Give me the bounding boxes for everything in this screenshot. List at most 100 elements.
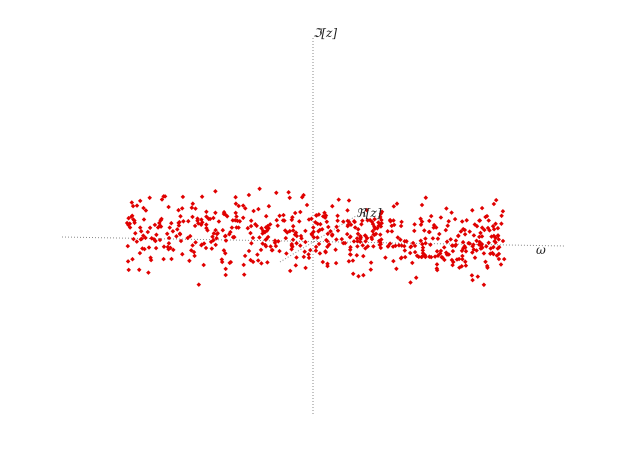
- data-point: [402, 254, 408, 260]
- data-point: [299, 236, 304, 241]
- data-point: [484, 244, 489, 249]
- data-point: [481, 282, 487, 288]
- data-point: [413, 275, 419, 280]
- data-point: [251, 208, 256, 214]
- data-point: [294, 255, 299, 260]
- data-point: [407, 250, 413, 256]
- data-point: [496, 244, 502, 250]
- data-point: [422, 228, 427, 233]
- horizontal-axis-label: ω: [536, 243, 546, 257]
- data-point: [249, 241, 254, 246]
- data-point: [471, 233, 477, 238]
- data-point: [134, 203, 140, 208]
- data-point: [396, 243, 402, 248]
- data-point: [259, 261, 264, 266]
- data-point: [313, 248, 319, 253]
- data-point: [394, 266, 399, 272]
- data-point: [181, 219, 186, 224]
- data-point: [472, 255, 478, 260]
- data-point: [250, 235, 256, 241]
- data-point: [302, 249, 307, 254]
- data-point: [306, 252, 311, 257]
- data-point: [274, 217, 279, 223]
- data-point: [274, 190, 279, 196]
- data-point: [311, 225, 316, 230]
- data-point: [442, 257, 447, 263]
- data-point: [335, 213, 340, 219]
- data-point: [478, 230, 483, 236]
- data-point: [204, 222, 209, 227]
- data-point: [145, 229, 151, 235]
- data-point: [273, 243, 279, 249]
- data-point: [255, 252, 260, 257]
- data-point: [286, 190, 291, 195]
- data-point: [276, 239, 281, 244]
- data-point: [371, 244, 376, 249]
- data-point: [355, 244, 360, 249]
- data-point: [493, 197, 499, 203]
- data-point: [303, 228, 308, 234]
- data-point: [203, 245, 209, 251]
- data-point: [287, 228, 293, 234]
- data-point: [297, 219, 302, 224]
- data-point: [463, 249, 469, 254]
- data-point: [161, 256, 166, 262]
- data-point: [320, 259, 326, 265]
- data-point: [174, 234, 179, 239]
- data-point: [187, 258, 192, 264]
- data-point: [228, 259, 234, 265]
- data-point: [266, 203, 272, 209]
- data-point: [277, 213, 282, 219]
- data-point: [246, 248, 252, 254]
- data-point: [333, 260, 339, 266]
- data-point: [398, 237, 403, 242]
- data-point: [483, 259, 488, 265]
- data-point: [430, 236, 436, 241]
- data-point: [257, 235, 262, 240]
- data-point: [146, 245, 152, 250]
- data-point: [420, 241, 425, 247]
- data-point: [256, 206, 261, 212]
- data-point: [498, 262, 504, 267]
- data-point: [134, 239, 140, 244]
- data-point: [412, 249, 418, 255]
- data-point: [470, 277, 475, 283]
- data-point: [486, 218, 491, 223]
- data-point: [467, 229, 472, 234]
- data-point: [209, 246, 215, 251]
- data-point: [462, 232, 468, 237]
- data-point: [344, 231, 350, 237]
- data-point: [461, 245, 466, 251]
- data-point: [496, 237, 501, 242]
- data-point: [460, 239, 466, 245]
- data-point: [133, 231, 138, 236]
- data-point: [435, 236, 441, 241]
- data-point: [241, 272, 247, 277]
- data-point: [499, 213, 504, 219]
- data-point: [463, 263, 469, 268]
- data-point: [356, 274, 361, 279]
- data-point: [292, 210, 298, 216]
- data-point: [248, 257, 253, 263]
- data-point: [213, 242, 218, 248]
- data-point: [496, 256, 502, 262]
- data-point: [490, 223, 496, 229]
- data-point: [454, 257, 460, 262]
- data-point: [402, 248, 408, 253]
- data-point: [186, 218, 191, 224]
- data-point: [499, 221, 504, 226]
- data-point: [348, 244, 353, 250]
- data-point: [348, 222, 354, 227]
- data-point: [385, 229, 390, 234]
- data-point: [378, 214, 383, 220]
- data-point: [303, 239, 308, 245]
- data-point: [500, 209, 506, 214]
- data-point: [495, 233, 501, 239]
- data-point: [293, 263, 299, 268]
- data-point: [434, 267, 440, 273]
- data-point: [378, 240, 383, 245]
- data-point: [146, 270, 151, 275]
- data-point: [445, 223, 450, 228]
- data-point: [399, 219, 404, 225]
- data-point: [255, 258, 261, 263]
